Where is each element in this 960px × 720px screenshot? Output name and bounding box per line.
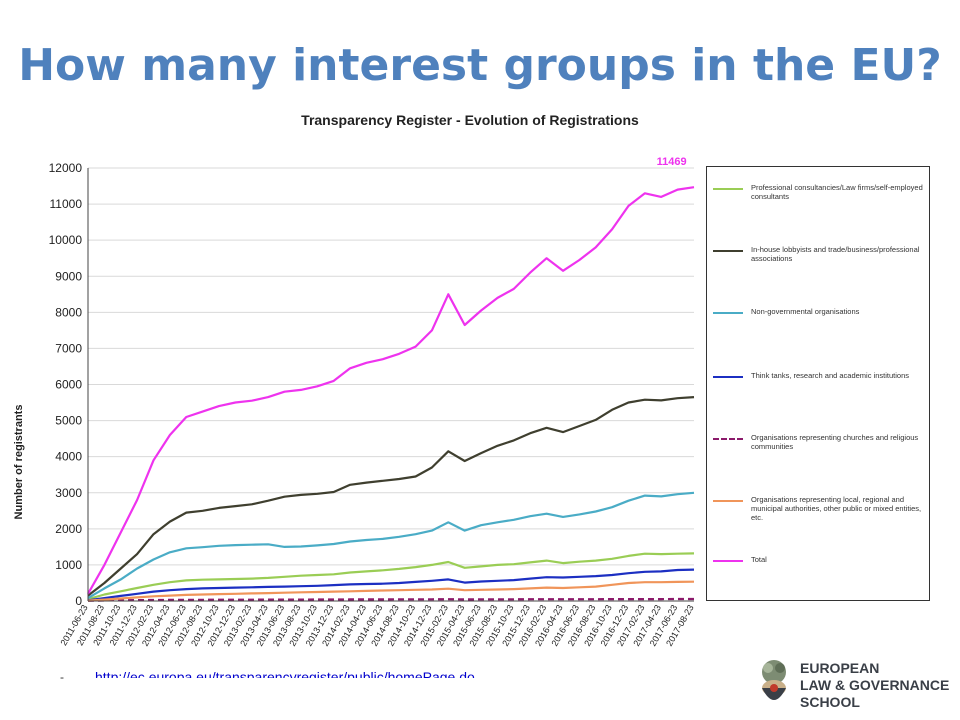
y-tick-label-2: 2000 [55,522,82,536]
y-tick-label-12: 12000 [49,161,83,175]
school-name: EUROPEAN LAW & GOVERNANCE SCHOOL [800,660,949,711]
series-line-1 [87,396,695,597]
series-line-0 [87,552,695,601]
y-tick-label-4: 4000 [55,450,82,464]
y-tick-label-9: 9000 [55,269,82,283]
school-logo: EUROPEAN LAW & GOVERNANCE SCHOOL [752,658,952,714]
x-tick-labels: 2011-06-232011-08-232011-10-232011-12-23… [58,603,695,648]
source-link[interactable]: http://ec.europa.eu/transparencyregister… [95,669,475,678]
legend-label-0: Professional consultancies/Law firms/sel… [751,183,923,201]
y-tick-label-6: 6000 [55,378,82,392]
y-axis-label: Number of registrants [13,405,25,520]
y-tick-label-5: 5000 [55,414,82,428]
y-tick-label-7: 7000 [55,341,82,355]
legend-swatch-6 [713,560,743,562]
school-crest-icon [762,660,786,700]
legend-label-1: In-house lobbyists and trade/business/pr… [751,245,920,263]
y-tick-labels: 0 1000 2000 3000 4000 5000 6000 7000 8000 9000 100… [49,161,83,608]
source-bullet: - [60,670,64,684]
chart-legend: Professional consultancies/Law firms/sel… [706,166,930,601]
legend-swatch-1 [713,250,743,252]
total-annotation: 11469 [657,156,687,168]
line-chart: 0 1000 2000 3000 4000 5000 6000 7000 8000 9000 100… [13,156,696,648]
chart-title: Transparency Register - Evolution of Reg… [301,112,639,128]
grid-lines [88,167,694,602]
legend-label-3: Think tanks, research and academic insti… [751,371,909,380]
y-tick-label-8: 8000 [55,305,82,319]
school-name-line-2: LAW & GOVERNANCE [800,677,950,693]
legend-label-6: Total [751,555,767,564]
legend-swatch-3 [713,376,743,378]
y-tick-label-1: 1000 [55,558,82,572]
series-line-2 [87,491,695,600]
axes [87,168,694,602]
legend-label-2: Non-governmental organisations [751,307,860,316]
series-line-6 [87,186,695,595]
series-lines [87,186,695,602]
y-tick-label-10: 10000 [49,233,83,247]
y-tick-label-3: 3000 [55,486,82,500]
legend-swatch-4 [713,438,743,440]
slide-title: How many interest groups in the EU? [18,40,942,91]
school-name-line-3: SCHOOL [800,694,860,710]
school-name-line-1: EUROPEAN [800,660,880,676]
y-tick-label-11: 11000 [50,197,83,211]
series-line-3 [87,568,695,602]
legend-swatch-2 [713,312,743,314]
legend-swatch-0 [713,188,743,190]
legend-swatch-5 [713,500,743,502]
y-tick-label-0: 0 [75,594,82,608]
series-line-5 [87,580,695,602]
series-line-4 [87,597,694,602]
legend-label-5: Organisations representing local, region… [751,495,922,522]
legend-label-4: Organisations representing churches and … [751,433,919,451]
